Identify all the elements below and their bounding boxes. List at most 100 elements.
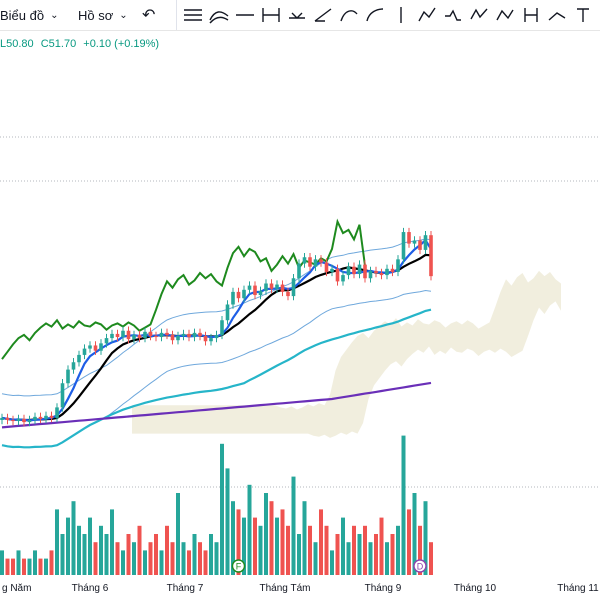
long-position-tool[interactable]	[285, 4, 309, 26]
volume-bar	[110, 509, 114, 575]
candle	[66, 365, 70, 388]
candle	[60, 379, 65, 412]
candle	[264, 279, 268, 296]
svg-text:F: F	[236, 562, 242, 572]
trend-line-tool[interactable]	[545, 4, 569, 26]
path-tool[interactable]	[441, 4, 465, 26]
volume-bar	[104, 534, 109, 575]
candle	[236, 287, 241, 303]
profile-label: Hồ sơ	[78, 7, 114, 23]
candle	[115, 329, 120, 342]
date-range-tool[interactable]	[259, 4, 283, 26]
ma-200-line	[1, 381, 432, 429]
event-marker-d[interactable]: D	[413, 559, 427, 573]
volume-bar	[154, 534, 158, 575]
volume-bar	[209, 534, 213, 575]
volume-bar	[115, 542, 120, 575]
volume-bar	[88, 517, 92, 575]
volume-bar	[374, 534, 378, 575]
volume-bar	[203, 550, 208, 575]
candle	[253, 281, 257, 300]
volume-bar	[330, 550, 334, 575]
x-axis-label: Tháng 7	[167, 583, 204, 594]
candle	[16, 414, 21, 426]
volume-bar	[302, 501, 307, 575]
candle	[346, 262, 351, 280]
volume-bar	[429, 542, 433, 575]
horizontal-line-tool[interactable]	[233, 4, 257, 26]
candle	[198, 328, 202, 341]
xabcd-pattern-tool[interactable]	[467, 4, 491, 26]
candle	[110, 329, 114, 343]
horizontal-ray-tool[interactable]	[181, 4, 205, 26]
candle	[143, 327, 147, 343]
arc-tool[interactable]	[363, 4, 387, 26]
candle	[374, 266, 378, 278]
volume-bar	[324, 525, 329, 575]
volume-bar	[77, 525, 81, 575]
volume-bar	[225, 468, 230, 575]
curve-tool[interactable]	[337, 4, 361, 26]
chart-type-dropdown[interactable]: Biểu đồ ⌄	[0, 0, 58, 30]
volume-bar	[44, 558, 48, 575]
volume-bar	[264, 493, 268, 575]
brush-tool[interactable]	[415, 4, 439, 26]
candle	[269, 279, 274, 293]
candle	[324, 258, 329, 277]
drawing-tools-bar	[176, 0, 600, 30]
candle	[297, 259, 301, 283]
volume-bar	[357, 534, 362, 575]
vertical-line-tool[interactable]	[389, 4, 413, 26]
volume-bar	[280, 509, 285, 575]
profile-dropdown[interactable]: Hồ sơ ⌄	[78, 0, 128, 30]
candle	[22, 414, 26, 427]
text-tool-tool[interactable]	[571, 4, 595, 26]
low-value: L50.80	[0, 38, 34, 50]
candle	[77, 350, 81, 367]
candle	[258, 286, 263, 300]
candle	[379, 268, 384, 280]
event-marker-f[interactable]: F	[231, 559, 246, 573]
volume-bar	[418, 525, 422, 575]
candle	[176, 331, 180, 345]
parallel-channel-tool[interactable]	[207, 4, 231, 26]
x-axis-label: g Năm	[2, 583, 31, 594]
candle	[286, 287, 290, 301]
parallel-channel-icon	[209, 11, 229, 24]
candle	[71, 358, 76, 374]
trend-angle-icon	[314, 8, 332, 22]
candle	[55, 403, 59, 423]
candle	[33, 412, 37, 425]
candle	[423, 231, 428, 255]
volume-bar	[220, 443, 224, 575]
volume-bar	[286, 525, 290, 575]
volume-bar	[297, 534, 301, 575]
candle	[88, 341, 92, 353]
volume-bar	[214, 542, 219, 575]
candle	[385, 264, 389, 280]
volume-bar	[27, 558, 32, 575]
volume-bar	[55, 509, 59, 575]
undo-button[interactable]: ↶	[142, 0, 155, 30]
candle	[319, 255, 323, 267]
abcd-pattern-tool[interactable]	[493, 4, 517, 26]
candle	[291, 274, 296, 301]
volume-bar	[352, 525, 356, 575]
trend-line-icon	[548, 12, 566, 21]
volume-bar	[275, 517, 279, 575]
horizontal-line-icon	[236, 14, 254, 16]
candle	[137, 330, 142, 343]
candle	[412, 236, 417, 248]
cross-line-tool[interactable]	[519, 4, 543, 26]
volume-bar	[258, 525, 263, 575]
svg-text:D: D	[417, 562, 424, 572]
abcd-pattern-icon	[496, 9, 514, 21]
candle	[159, 328, 164, 342]
trend-angle-tool[interactable]	[311, 4, 335, 26]
candle	[0, 413, 4, 425]
candle	[27, 415, 32, 427]
candle	[396, 255, 400, 277]
candle	[99, 339, 103, 355]
volume-bar	[16, 550, 21, 575]
